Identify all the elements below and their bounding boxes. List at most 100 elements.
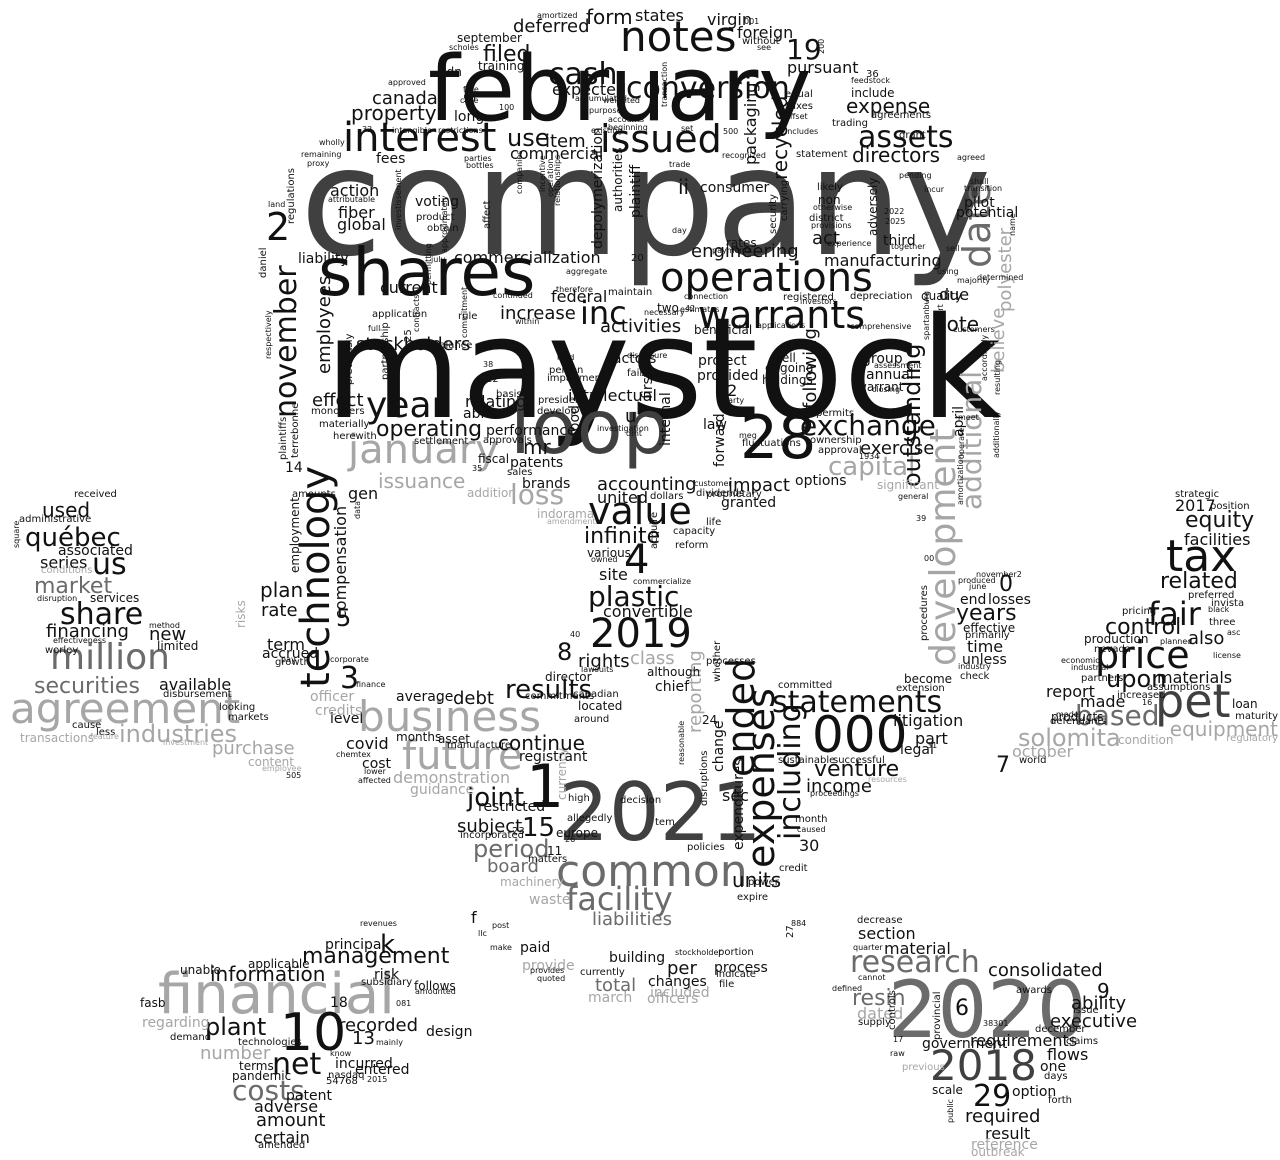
cloud-word: 28 xyxy=(740,403,817,473)
cloud-word: risk xyxy=(374,967,400,983)
cloud-word: primarily xyxy=(965,630,1010,641)
cloud-word: daniel xyxy=(258,247,269,278)
cloud-word: 100 xyxy=(499,103,515,112)
cloud-word: fiscal xyxy=(478,452,510,466)
cloud-word: virgin xyxy=(707,10,752,29)
cloud-word: provincial xyxy=(932,991,943,1040)
cloud-word: condition xyxy=(1118,733,1174,747)
cloud-word: entered xyxy=(355,1062,410,1078)
cloud-word: decrease xyxy=(857,915,903,926)
cloud-word: operation xyxy=(546,158,555,197)
cloud-word: credits xyxy=(315,703,363,719)
cloud-word: 000 xyxy=(812,706,908,764)
cloud-word: intellectual xyxy=(568,386,657,405)
cloud-word: 2020 xyxy=(888,966,1087,1056)
cloud-word: recognized xyxy=(722,151,766,160)
cloud-word: position xyxy=(1210,501,1250,512)
cloud-word: officers xyxy=(647,991,699,1007)
cloud-word: ownership xyxy=(810,435,862,446)
cloud-word: strategic xyxy=(1175,489,1220,500)
cloud-word: statements xyxy=(772,685,943,720)
cloud-word: accounts xyxy=(608,115,645,124)
cloud-word: operations xyxy=(660,255,873,301)
cloud-word: 17 xyxy=(893,1035,904,1044)
cloud-word: claims xyxy=(1066,1036,1099,1047)
cloud-word: non xyxy=(818,193,841,207)
cloud-word: asset xyxy=(438,732,470,746)
cloud-word: products xyxy=(1051,710,1104,724)
cloud-word: principal xyxy=(325,937,386,953)
cloud-word: average xyxy=(396,689,454,705)
cloud-word: 29 xyxy=(973,1079,1012,1114)
cloud-word: effect xyxy=(312,390,364,411)
cloud-word: 500 xyxy=(723,127,739,136)
cloud-word: permits xyxy=(816,408,855,419)
cloud-word: accordingly xyxy=(980,334,989,381)
cloud-word: conditions xyxy=(41,565,93,576)
cloud-word: owned xyxy=(591,555,618,564)
cloud-word: scale xyxy=(932,1083,963,1097)
cloud-word: change xyxy=(711,720,727,772)
cloud-word: maintain xyxy=(608,287,653,298)
cloud-word: value xyxy=(588,489,692,533)
cloud-word: united xyxy=(597,488,648,507)
cloud-word: investment xyxy=(163,738,209,747)
cloud-word: manufacturing xyxy=(824,251,942,270)
cloud-word: factors xyxy=(608,351,657,367)
cloud-word: commitment xyxy=(460,286,469,338)
cloud-word: 5 xyxy=(336,604,352,632)
cloud-word: land xyxy=(268,200,286,209)
cloud-word: internal xyxy=(658,392,674,446)
cloud-word: act xyxy=(812,228,840,249)
cloud-word: 23 xyxy=(512,826,525,837)
cloud-word: brands xyxy=(522,476,571,492)
cloud-word: loan xyxy=(1232,697,1258,711)
cloud-word: operating xyxy=(376,417,483,442)
cloud-word: unless xyxy=(962,652,1007,668)
cloud-word: convertible xyxy=(603,602,693,621)
cloud-word: majority xyxy=(957,276,991,285)
cloud-word: received xyxy=(74,489,117,500)
cloud-word: debt xyxy=(453,688,494,709)
cloud-word: fasb xyxy=(140,996,166,1010)
cloud-word: notes xyxy=(620,12,737,61)
cloud-word: beneficial xyxy=(694,323,753,337)
cloud-word: pandemic xyxy=(232,1069,292,1083)
cloud-word: warrants xyxy=(698,293,866,337)
cloud-word: agreements xyxy=(871,110,932,121)
cloud-word: fair xyxy=(1148,595,1201,633)
cloud-word: equity xyxy=(1185,508,1255,533)
cloud-word: 6 xyxy=(955,996,969,1021)
cloud-word: europe xyxy=(556,826,598,840)
cloud-word: disruptions xyxy=(699,750,710,807)
cloud-word: district xyxy=(809,213,844,224)
cloud-word: holdings xyxy=(762,373,813,387)
cloud-word: applications xyxy=(757,321,806,330)
cloud-word: plan xyxy=(260,578,304,602)
cloud-word: commercialize xyxy=(633,577,692,586)
cloud-word: post xyxy=(492,921,510,930)
cloud-word: relationships xyxy=(553,154,562,206)
cloud-word: quoted xyxy=(537,974,566,983)
cloud-word: losses xyxy=(988,592,1031,608)
cloud-word: scholes xyxy=(449,43,479,52)
cloud-word: amounted xyxy=(415,987,456,996)
cloud-word: feedstock xyxy=(851,76,890,85)
cloud-word: industry xyxy=(958,662,991,671)
cloud-word: well xyxy=(772,351,796,365)
cloud-word: transaction xyxy=(660,61,669,107)
cloud-word: administrative xyxy=(19,514,92,525)
cloud-word: quarter xyxy=(853,943,883,952)
cloud-word: growth xyxy=(275,657,310,668)
cloud-word: results xyxy=(505,675,593,705)
cloud-word: 14 xyxy=(285,460,303,476)
cloud-word: respectively xyxy=(264,310,273,359)
cloud-word: long xyxy=(454,109,485,125)
cloud-word: reference xyxy=(971,1137,1038,1153)
cloud-word: contracts xyxy=(412,294,421,332)
cloud-word: weighted xyxy=(603,96,640,105)
cloud-word: 12 xyxy=(717,381,738,400)
cloud-word: deferred xyxy=(513,16,590,37)
cloud-word: addition xyxy=(467,486,516,500)
cloud-word: 10 xyxy=(280,1003,347,1063)
